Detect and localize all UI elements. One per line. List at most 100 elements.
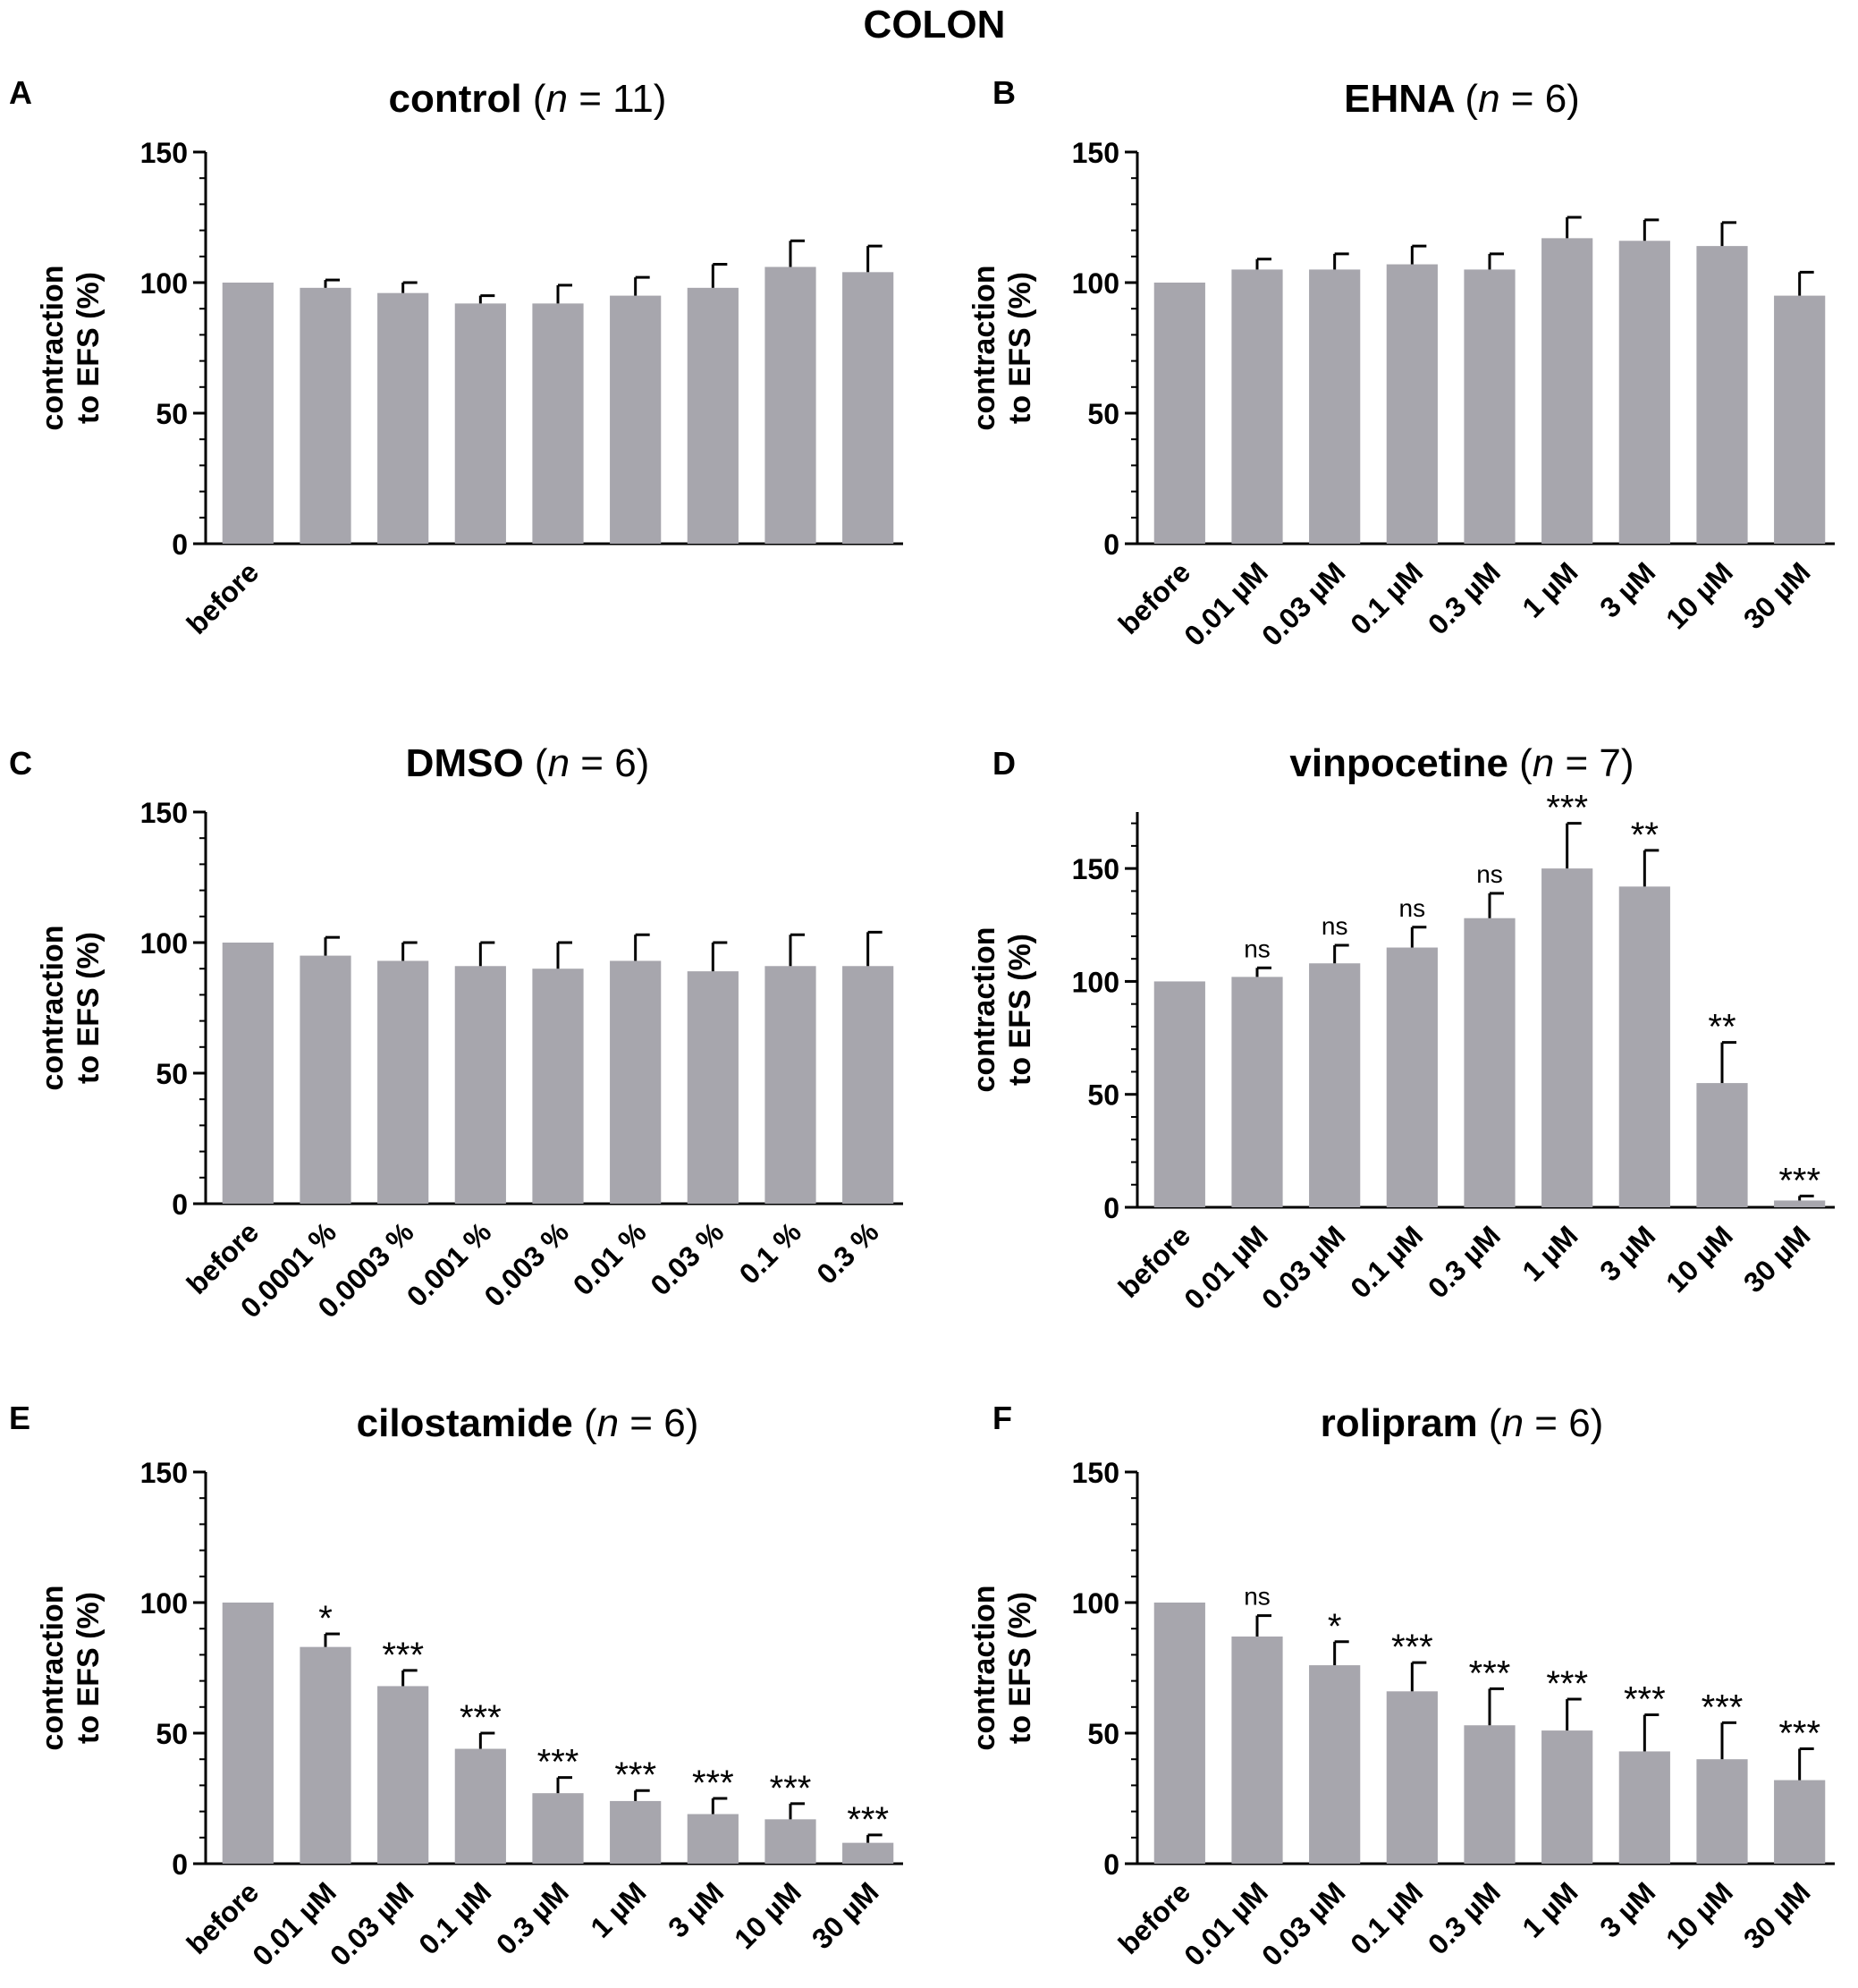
bar: [454, 966, 506, 1204]
y-tick-label: 0: [1103, 1848, 1119, 1881]
y-tick-label: 150: [1072, 137, 1119, 169]
significance-label: ns: [1322, 912, 1348, 940]
bar: [764, 1819, 816, 1864]
panel-title-n-value: = 7): [1554, 741, 1634, 785]
x-tick-label: 10 µM: [728, 1875, 807, 1955]
panel-title-n-value: = 11): [568, 77, 666, 121]
x-tick-label: 10 µM: [1660, 555, 1739, 635]
y-axis-label: contractionto EFS (%): [36, 1585, 106, 1750]
x-tick-label: 0.03 µM: [1255, 555, 1352, 652]
significance-label: ***: [1778, 1714, 1820, 1754]
y-axis-label: contractionto EFS (%): [967, 1585, 1037, 1750]
x-tick-label: 0.1 µM: [1344, 1875, 1429, 1960]
significance-label: *: [1328, 1607, 1342, 1646]
x-tick-label: 0.01 µM: [1178, 555, 1274, 652]
y-tick-label: 50: [1087, 1079, 1119, 1112]
bar: [300, 1646, 351, 1864]
y-tick-label: 100: [1072, 1587, 1119, 1620]
y-tick-label: 50: [156, 1718, 188, 1750]
bar: [1153, 981, 1205, 1207]
significance-label: **: [1708, 1008, 1736, 1047]
y-tick-label: 0: [1103, 1192, 1119, 1224]
y-tick-label: 0: [172, 1848, 188, 1881]
significance-label: ns: [1244, 935, 1271, 962]
significance-label: ***: [614, 1755, 656, 1795]
bar: [842, 1842, 894, 1864]
y-axis-label: contractionto EFS (%): [36, 925, 106, 1090]
bar: [454, 1748, 506, 1864]
bar: [300, 955, 351, 1204]
y-axis-label-line1: contraction: [967, 926, 1001, 1092]
y-axis-label-line2: to EFS (%): [1003, 1592, 1037, 1744]
bar: [1774, 295, 1826, 544]
bar: [1464, 269, 1516, 544]
x-tick-label: 30 µM: [1737, 1219, 1817, 1299]
bar: [1618, 1751, 1670, 1864]
panel-title-n: n: [597, 1401, 619, 1445]
panel-title-n-value: = 6): [1500, 77, 1580, 121]
y-axis-label-line1: contraction: [36, 265, 70, 430]
bar: [377, 292, 429, 544]
panel-title-n-value: = 6): [619, 1401, 698, 1445]
bar: [1696, 246, 1748, 544]
y-tick-label: 0: [172, 529, 188, 561]
y-axis-label-line2: to EFS (%): [72, 932, 106, 1084]
panel-title-paren: (: [1489, 1401, 1502, 1445]
y-tick-label: 0: [1103, 529, 1119, 561]
panel-b: B EHNA (n = 6) contractionto EFS (%) 0 50 100…: [967, 74, 1835, 652]
bar: [687, 287, 739, 544]
bar: [1541, 238, 1593, 544]
bar: [454, 303, 506, 544]
panel-title: control (n = 11): [389, 77, 667, 121]
x-tick-label: 30 µM: [1737, 1875, 1817, 1955]
panel-title-paren: (: [584, 1401, 597, 1445]
bar: [1153, 1603, 1205, 1864]
y-axis-label: contractionto EFS (%): [36, 265, 106, 430]
bar: [610, 960, 662, 1204]
panel-c: C DMSO (n = 6) contractionto EFS (%) 0 50 100…: [9, 741, 903, 1324]
y-tick-label: 50: [1087, 1718, 1119, 1750]
x-tick-label: 0.1 µM: [412, 1875, 497, 1960]
x-tick-label: 10 µM: [1660, 1875, 1739, 1955]
significance-label: *: [318, 1599, 333, 1638]
bar: [764, 266, 816, 544]
significance-label: ***: [1546, 1664, 1588, 1704]
panel-title-paren: (: [1519, 741, 1533, 785]
bar: [1153, 283, 1205, 544]
x-tick-label: 0.1 µM: [1344, 1219, 1429, 1304]
bar: [1774, 1200, 1826, 1207]
y-axis-label-line2: to EFS (%): [72, 272, 106, 424]
bar: [610, 295, 662, 544]
x-tick-label: 0.03 %: [644, 1215, 730, 1301]
y-tick-label: 150: [140, 137, 188, 169]
y-axis-label: contractionto EFS (%): [967, 926, 1037, 1092]
x-tick-label: before: [181, 555, 266, 640]
x-tick-label: 0.003 %: [477, 1215, 574, 1312]
bar: [1696, 1083, 1748, 1207]
y-axis-label-line2: to EFS (%): [72, 1592, 106, 1744]
x-tick-label: 0.3 µM: [1422, 1875, 1507, 1960]
significance-label: ***: [1546, 789, 1588, 828]
panel-title-paren: (: [1465, 77, 1478, 121]
x-tick-label: 0.1 µM: [1344, 555, 1429, 640]
significance-label: ***: [382, 1636, 424, 1675]
y-tick-label: 100: [1072, 267, 1119, 300]
panel-letter: F: [992, 1400, 1012, 1436]
y-axis-label-line2: to EFS (%): [1003, 934, 1037, 1086]
x-tick-label: 3 µM: [1593, 1219, 1661, 1287]
panel-title: EHNA (n = 6): [1344, 77, 1580, 121]
significance-label: ***: [1469, 1654, 1511, 1693]
panel-title: rolipram (n = 6): [1321, 1401, 1604, 1445]
bar: [300, 287, 351, 544]
panel-letter: B: [992, 74, 1016, 111]
y-tick-label: 50: [156, 1058, 188, 1090]
x-tick-label: 0.1 %: [733, 1215, 807, 1290]
figure-title: COLON: [864, 3, 1006, 47]
x-tick-label: 0.01 µM: [1178, 1219, 1274, 1315]
bar: [532, 1793, 584, 1864]
x-tick-label: 1 µM: [584, 1875, 652, 1943]
x-tick-label: 3 µM: [1593, 1875, 1661, 1943]
